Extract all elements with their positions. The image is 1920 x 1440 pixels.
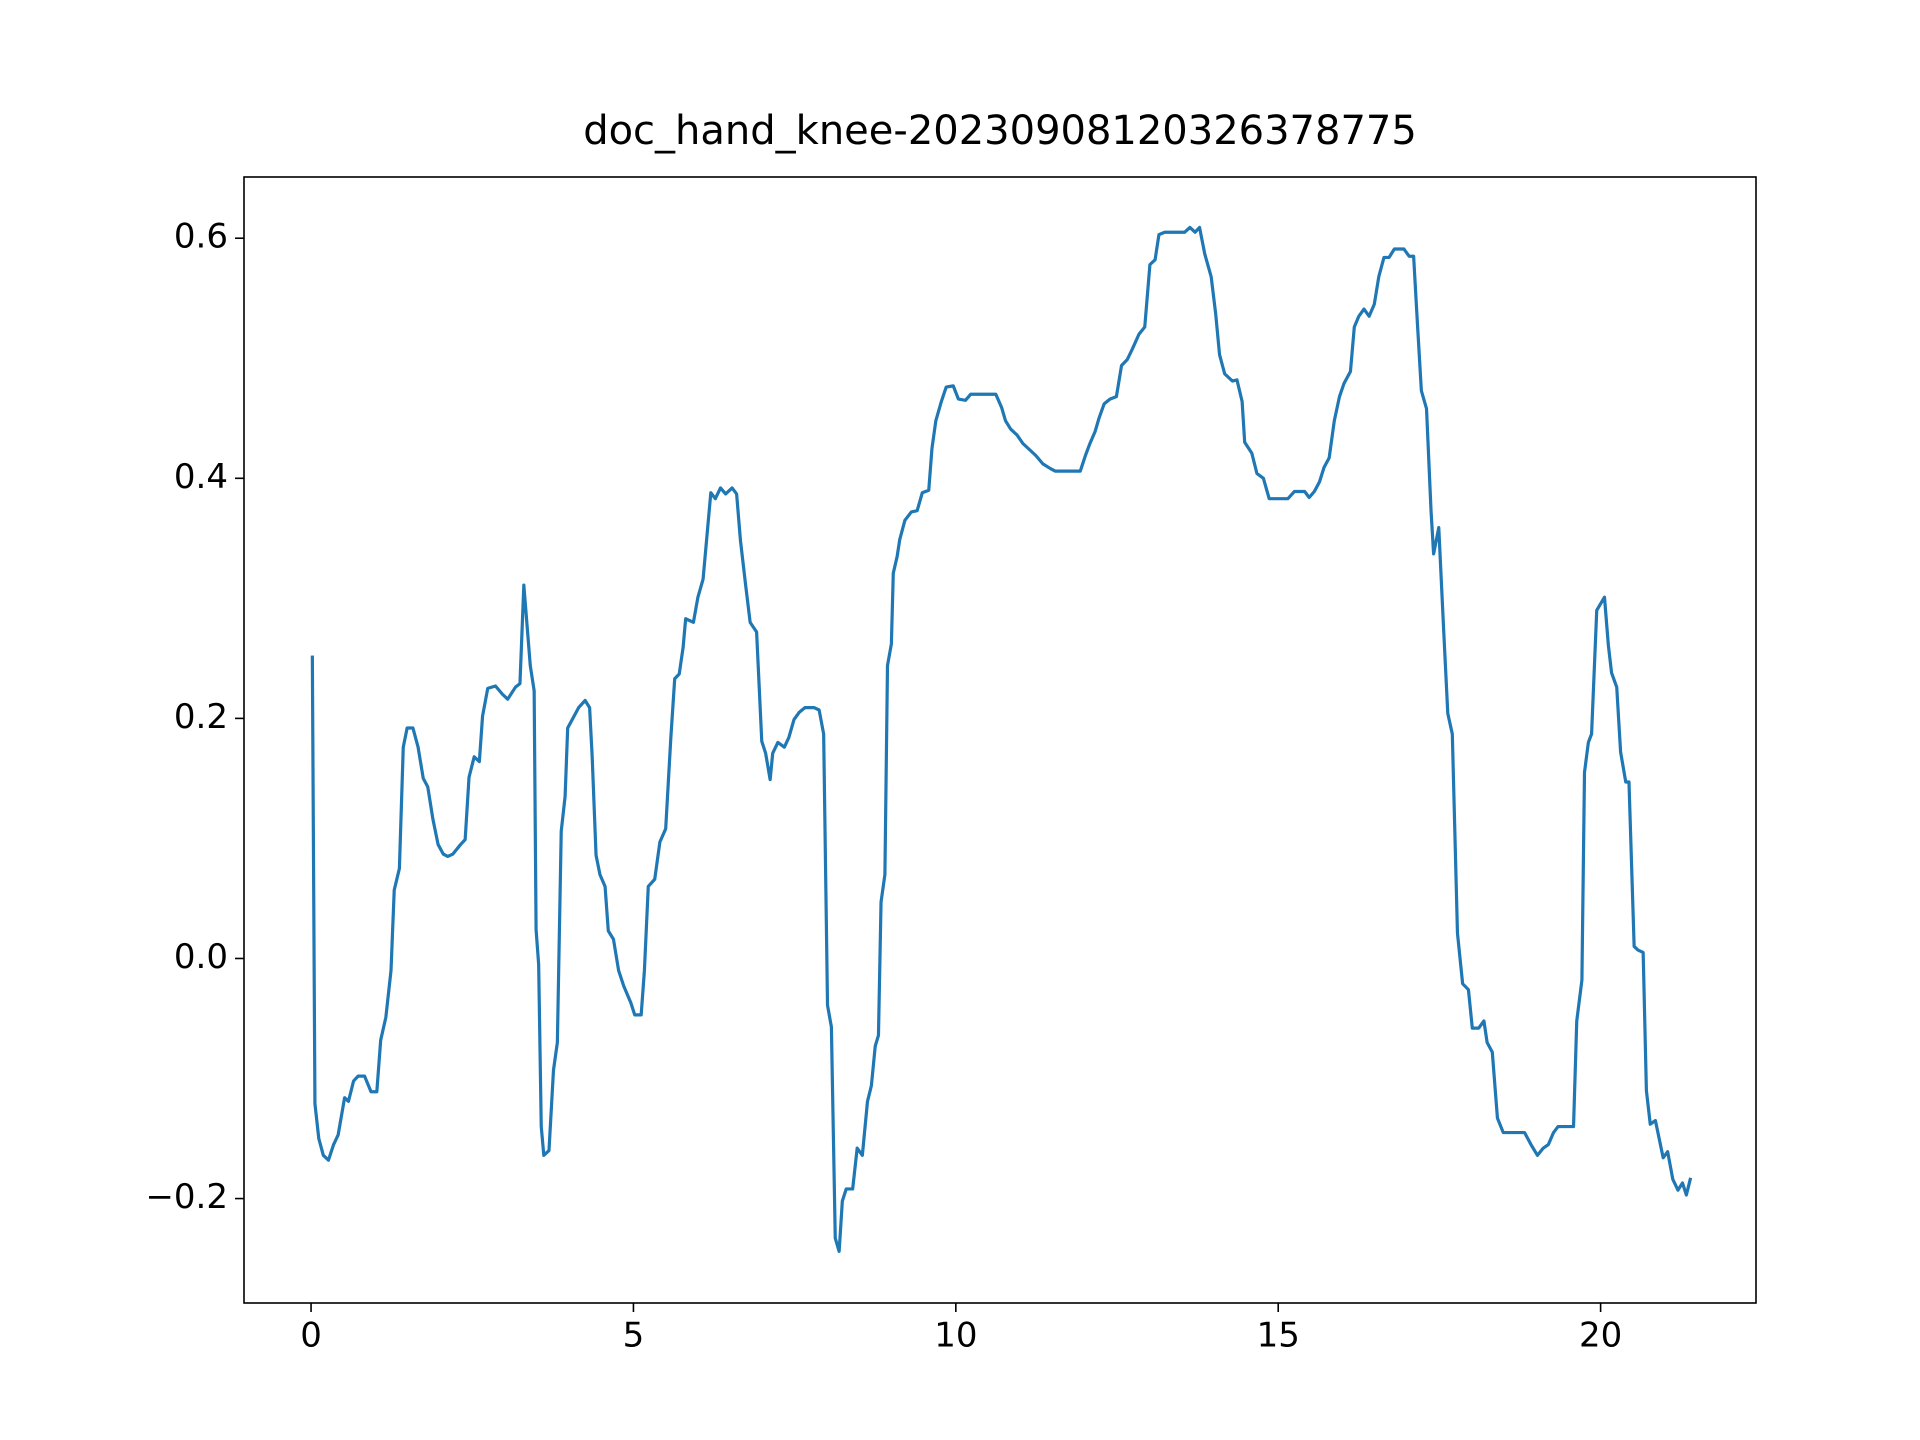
x-tick-label: 10 bbox=[934, 1316, 977, 1356]
y-tick-label: 0.4 bbox=[174, 457, 228, 497]
plot-frame bbox=[243, 176, 1757, 1304]
x-tick-label: 0 bbox=[300, 1316, 322, 1356]
y-tick-label: −0.2 bbox=[145, 1177, 228, 1217]
chart-title: doc_hand_knee-20230908120326378775 bbox=[583, 108, 1417, 154]
y-tick-label: 0.2 bbox=[174, 697, 228, 737]
y-tick-label: 0.0 bbox=[174, 937, 228, 977]
x-tick-label: 15 bbox=[1257, 1316, 1300, 1356]
x-tick-label: 20 bbox=[1579, 1316, 1622, 1356]
data-line bbox=[310, 225, 1693, 1253]
y-tick-label: 0.6 bbox=[174, 217, 228, 257]
x-tick-label: 5 bbox=[623, 1316, 645, 1356]
